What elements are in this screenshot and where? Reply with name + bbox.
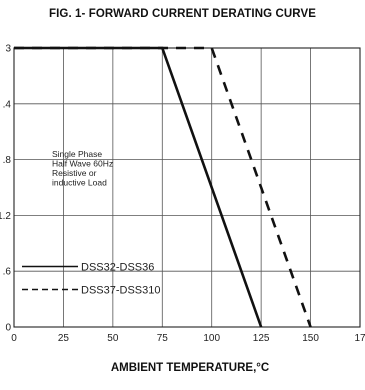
y-tick-label: .8 [3, 155, 12, 166]
x-tick-label: 75 [157, 333, 169, 344]
annotation-line: Half Wave 60Hz [52, 159, 113, 169]
legend-label-0: DSS32-DSS36 [81, 262, 154, 274]
y-tick-label: 0 [5, 323, 11, 334]
x-tick-label: 125 [253, 333, 270, 344]
annotation-line: Single Phase [52, 149, 102, 159]
x-tick-label: 25 [58, 333, 70, 344]
plot-border [13, 47, 361, 328]
y-tick-label: 3 [5, 44, 11, 55]
chart-title: FIG. 1- FORWARD CURRENT DERATING CURVE [48, 8, 317, 20]
grid-lines [14, 48, 360, 327]
y-tick-label: .4 [3, 99, 12, 110]
x-tick-label: 0 [11, 333, 17, 344]
y-tick-label: 1.2 [0, 211, 11, 222]
x-tick-label: 17 [354, 333, 365, 344]
legend-label-1: DSS37-DSS310 [81, 285, 161, 297]
x-tick-label: 100 [203, 333, 220, 344]
legend: DSS32-DSS36 DSS37-DSS310 [22, 262, 161, 297]
y-tick-label: .6 [3, 267, 12, 278]
x-tick-label: 50 [107, 333, 119, 344]
plot-frame [13, 47, 361, 328]
series-lines [14, 46, 312, 328]
x-tick-label: 150 [302, 333, 319, 344]
annotation-line: inductive Load [52, 178, 107, 188]
y-tick-labels: 0 .6 1.2 .8 .4 3 [0, 44, 11, 334]
x-tick-labels: 0 25 50 75 100 125 150 17 [11, 333, 365, 344]
x-axis-label: AMBIENT TEMPERATURE,°C [110, 362, 270, 374]
annotation-line: Resistive or [52, 168, 97, 178]
